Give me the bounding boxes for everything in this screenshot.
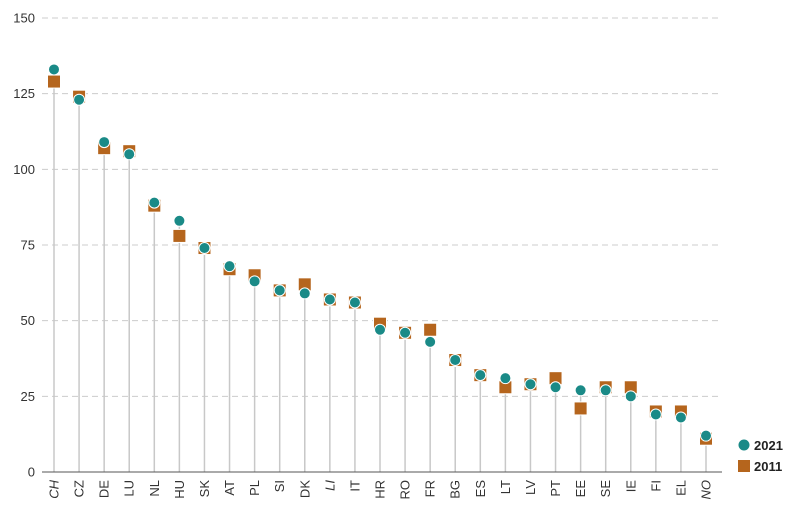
x-axis: CH CZ DE LU NL HU SK AT PL SI DK LI IT HR RO FR BG ES LT LV… <box>42 471 722 500</box>
y-tick-label: 50 <box>21 313 35 328</box>
legend-label-2021: 2021 <box>754 438 783 453</box>
point-2021-NL <box>148 196 161 209</box>
x-tick-label: BG <box>448 480 463 499</box>
x-tick-label: PL <box>247 480 262 496</box>
point-2021-LV <box>524 378 537 391</box>
x-tick-label: DK <box>297 480 312 498</box>
point-2011-FR <box>423 322 438 337</box>
point-2021-HR <box>374 323 386 336</box>
legend-marker-2011 <box>738 460 750 472</box>
x-tick-label: LU <box>122 480 137 497</box>
point-2021-ES <box>474 369 487 382</box>
x-tick-label: FR <box>423 480 438 497</box>
point-2021-PL <box>248 275 261 288</box>
point-2021-EE <box>574 384 587 397</box>
data-marks <box>47 63 713 446</box>
point-2021-AT <box>223 260 236 273</box>
x-tick-label: SI <box>272 480 287 492</box>
x-tick-label: ES <box>473 480 488 498</box>
point-2021-DE <box>98 136 111 149</box>
y-axis: 0 25 50 75 100 125 150 <box>13 11 35 480</box>
x-tick-label: PT <box>548 480 563 497</box>
point-2021-FR <box>424 335 437 348</box>
point-2021-IE <box>624 390 637 403</box>
gridlines <box>42 17 722 397</box>
point-2011-HU <box>172 228 187 243</box>
x-tick-label: SE <box>598 480 613 498</box>
y-tick-label: 100 <box>13 162 35 177</box>
x-tick-label: CZ <box>72 480 87 497</box>
x-tick-label: LT <box>498 480 513 494</box>
point-2021-SE <box>599 384 612 397</box>
point-2021-PT <box>549 381 562 394</box>
y-tick-label: 25 <box>21 389 35 404</box>
x-tick-label: EE <box>573 480 588 498</box>
x-tick-label: SK <box>197 480 212 498</box>
legend-label-2011: 2011 <box>754 459 782 474</box>
x-tick-label: CH <box>47 479 62 498</box>
point-2021-SK <box>198 242 211 255</box>
x-tick-label: NL <box>147 480 162 497</box>
point-2021-NO <box>700 429 712 442</box>
point-2021-IT <box>348 296 361 309</box>
point-2021-LI <box>323 293 336 306</box>
x-tick-label: LV <box>523 480 538 495</box>
stems <box>53 69 707 472</box>
x-tick-label: AT <box>222 480 237 496</box>
x-tick-label: IE <box>623 480 638 493</box>
x-tick-label: HU <box>172 480 187 499</box>
x-tick-label: EL <box>673 480 688 496</box>
point-2021-LU <box>123 148 136 161</box>
x-tick-label: NO <box>699 480 714 500</box>
point-2021-DK <box>298 287 311 300</box>
point-2021-FI <box>649 408 662 421</box>
point-2021-BG <box>449 354 462 367</box>
legend-marker-2021 <box>738 439 750 451</box>
y-tick-label: 75 <box>21 238 35 253</box>
point-2021-HU <box>173 214 186 227</box>
point-2021-SI <box>273 284 286 297</box>
point-2021-LT <box>499 372 512 385</box>
point-2021-RO <box>399 326 412 339</box>
x-tick-label: RO <box>398 480 413 500</box>
point-2021-EL <box>674 411 687 424</box>
x-tick-label: LI <box>322 480 337 491</box>
y-tick-label: 125 <box>13 86 35 101</box>
x-tick-label: FI <box>648 480 663 492</box>
point-2021-CZ <box>73 93 86 106</box>
point-2011-CH <box>47 74 61 89</box>
x-tick-label: HR <box>373 480 388 499</box>
point-2021-CH <box>48 63 60 76</box>
x-tick-label: IT <box>347 480 362 492</box>
y-tick-label: 0 <box>28 465 35 480</box>
x-tick-label: DE <box>97 480 112 498</box>
y-tick-label: 150 <box>13 11 35 26</box>
legend: 2021 2011 <box>738 438 783 474</box>
point-2011-EE <box>573 401 588 416</box>
